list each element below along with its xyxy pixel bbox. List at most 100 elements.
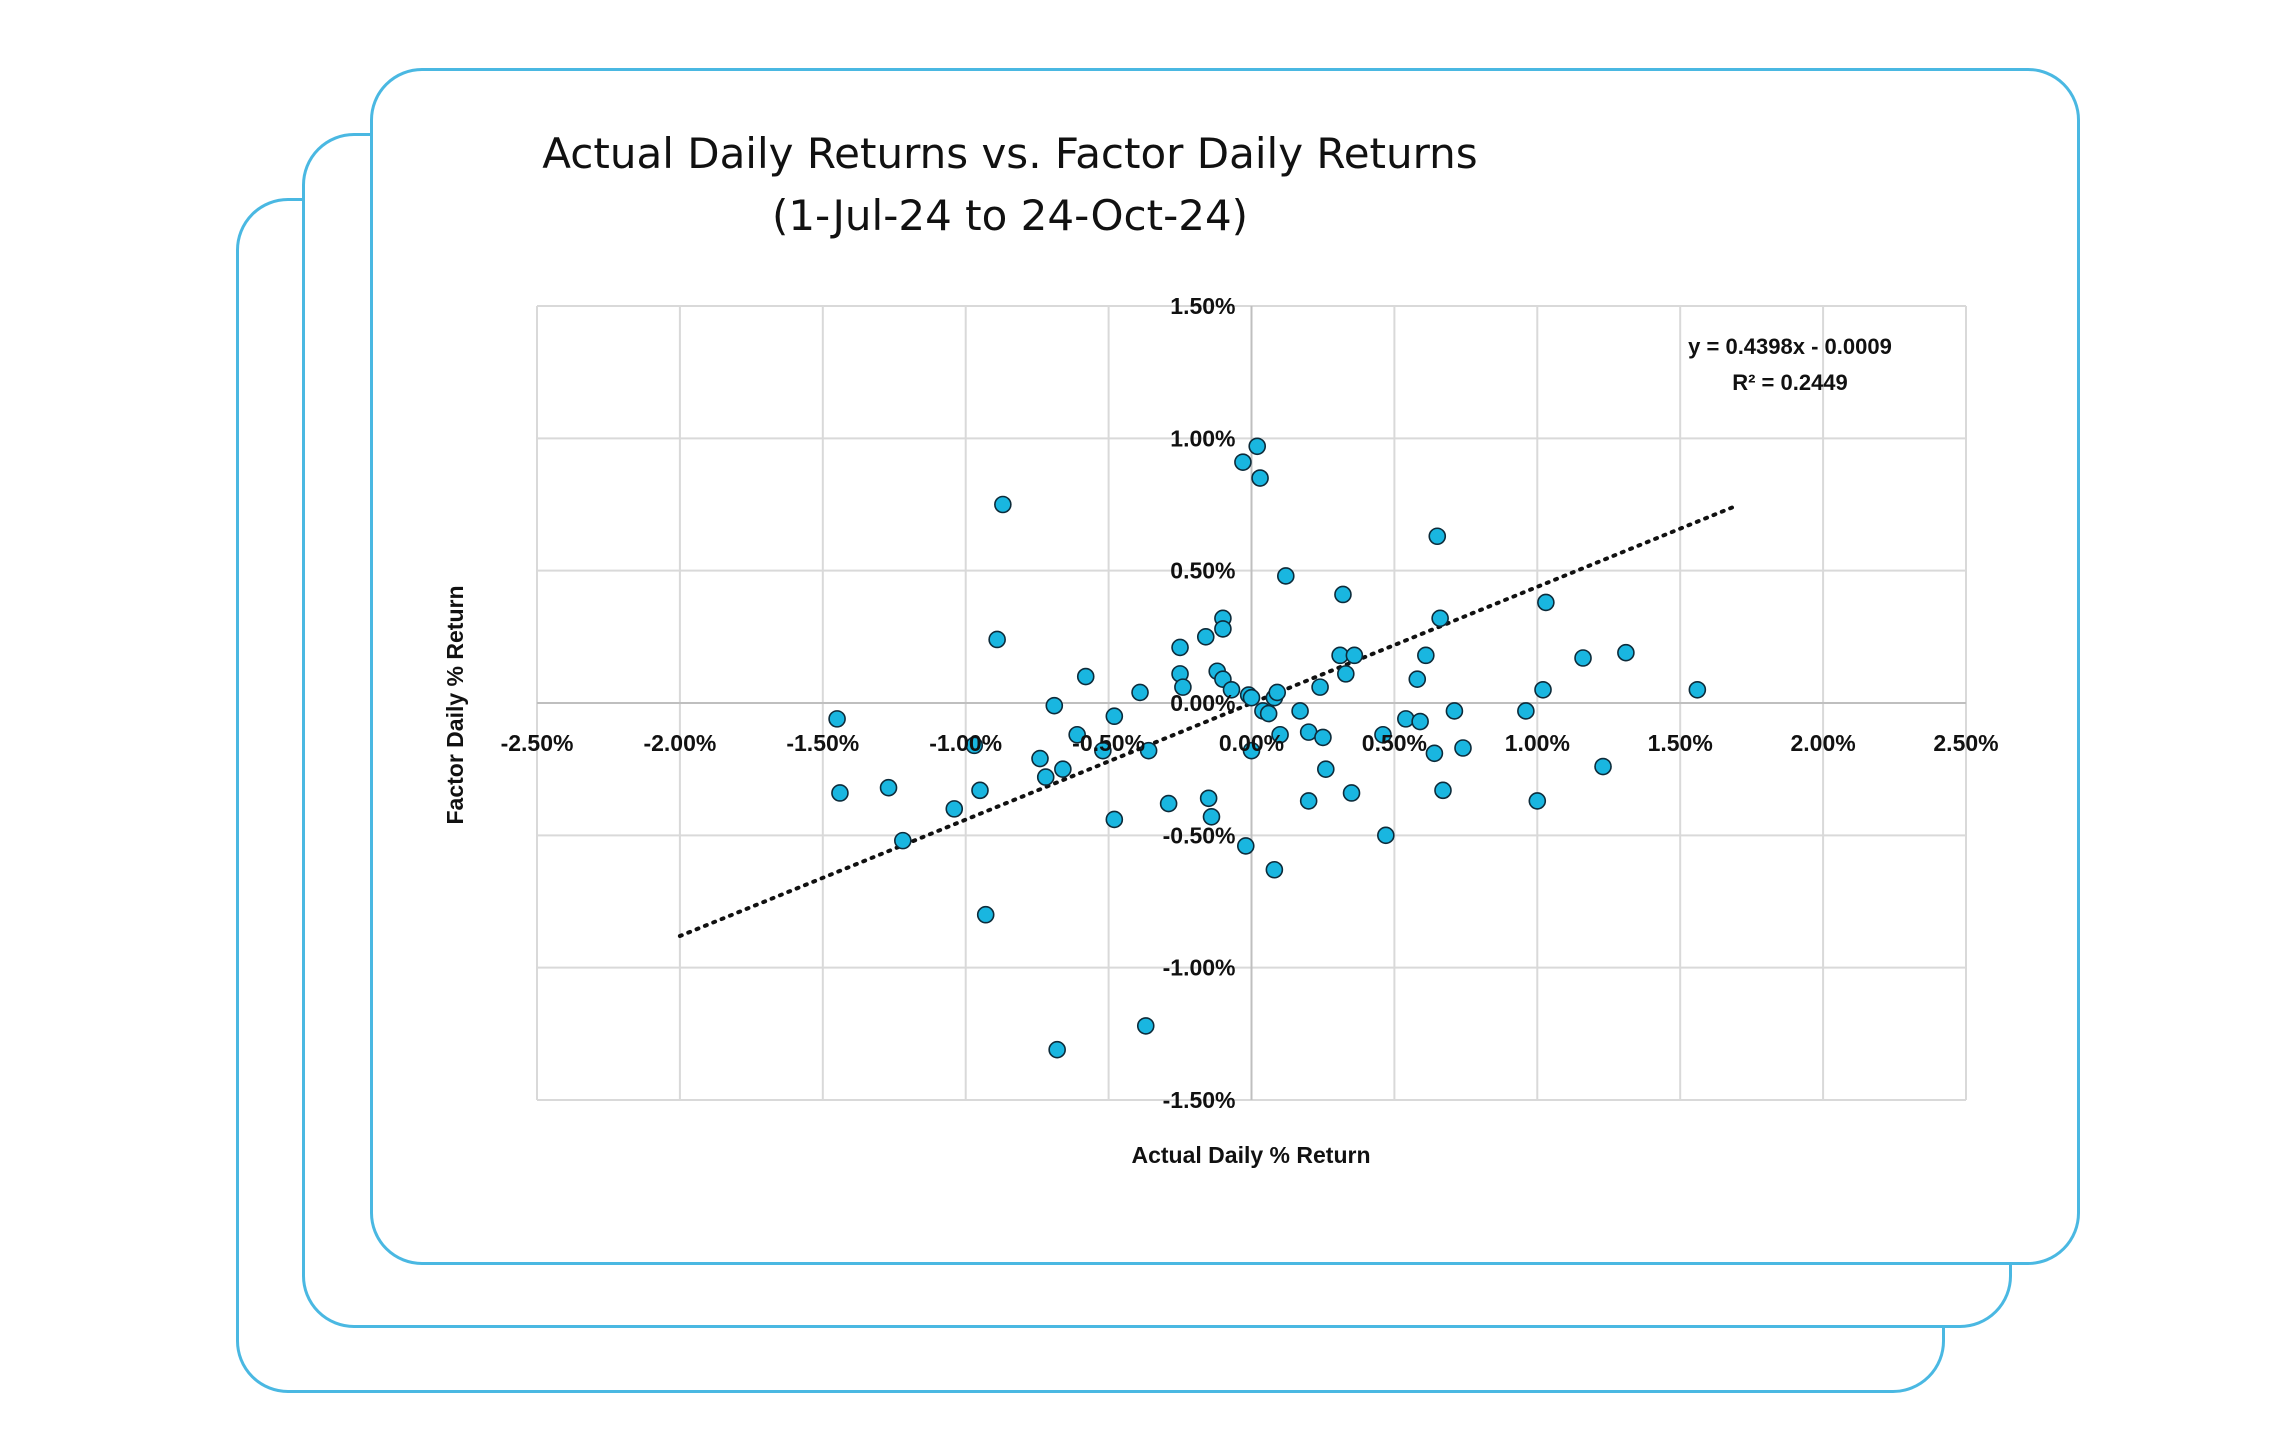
x-tick-label: 2.00% — [1790, 730, 1855, 756]
data-point — [1105, 707, 1124, 726]
data-point — [1248, 437, 1267, 456]
data-point — [1434, 781, 1452, 800]
data-point — [1242, 741, 1261, 760]
trendline-equation: y = 0.4398x - 0.0009 — [1688, 334, 1892, 359]
data-point — [1234, 453, 1252, 471]
data-point — [1411, 712, 1429, 731]
data-point — [1131, 683, 1149, 702]
data-point — [1299, 792, 1318, 810]
data-point — [1171, 638, 1189, 657]
data-point — [1345, 646, 1364, 665]
data-point — [994, 495, 1012, 514]
x-tick-label: -2.50% — [501, 730, 574, 756]
data-point — [976, 905, 995, 924]
data-point — [1214, 620, 1232, 638]
data-point — [1222, 680, 1241, 699]
data-point — [1094, 741, 1112, 760]
x-tick-label: 0.50% — [1362, 730, 1427, 756]
data-point — [831, 784, 849, 802]
data-point — [1199, 789, 1218, 808]
data-point — [1054, 760, 1072, 778]
data-point — [1265, 860, 1284, 879]
data-point — [1236, 837, 1255, 855]
data-point — [1276, 567, 1295, 585]
data-point — [1594, 757, 1612, 776]
data-point — [1397, 710, 1415, 728]
data-point — [1136, 1017, 1155, 1035]
data-point — [1139, 741, 1158, 760]
data-point — [1291, 702, 1309, 720]
data-point — [1454, 739, 1472, 757]
data-point — [1334, 585, 1352, 604]
data-point — [1271, 725, 1289, 744]
data-point — [1068, 725, 1086, 744]
data-point — [1251, 469, 1269, 487]
x-tick-label: 1.50% — [1648, 730, 1713, 756]
x-tick-label: 1.00% — [1505, 730, 1570, 756]
data-points — [828, 437, 1707, 1059]
data-point — [971, 781, 989, 800]
x-tick-label: -2.00% — [643, 730, 716, 756]
data-point — [1202, 808, 1221, 826]
data-point — [1268, 683, 1287, 702]
y-tick-label: 0.00% — [1170, 690, 1235, 716]
data-point — [1196, 628, 1215, 646]
data-point — [1574, 649, 1592, 667]
chart-subtitle: (1-Jul-24 to 24-Oct-24) — [772, 191, 1248, 240]
x-tick-label: 2.50% — [1933, 730, 1998, 756]
data-point — [1425, 744, 1444, 763]
y-tick-label: 0.50% — [1170, 558, 1235, 584]
data-point — [965, 736, 984, 755]
data-point — [1045, 696, 1064, 715]
trendline-layer — [677, 503, 1740, 939]
x-tick-label: -1.00% — [929, 730, 1002, 756]
data-point — [1036, 768, 1055, 786]
r-squared-label: R² = 0.2449 — [1732, 370, 1848, 395]
data-point — [1537, 593, 1555, 612]
data-point — [879, 778, 898, 797]
data-point — [988, 630, 1006, 649]
data-point — [1105, 810, 1124, 829]
data-point — [1374, 725, 1392, 744]
chart-card — [370, 68, 2080, 1265]
data-point — [1445, 702, 1464, 720]
x-tick-label: -0.50% — [1072, 730, 1145, 756]
data-point — [1408, 670, 1427, 688]
data-point — [945, 800, 964, 818]
data-point — [1688, 680, 1707, 699]
data-point — [1337, 665, 1355, 683]
data-point — [1431, 609, 1449, 628]
y-tick-label: 1.50% — [1170, 293, 1235, 319]
y-tick-label: 1.00% — [1170, 425, 1235, 451]
data-point — [1174, 678, 1192, 696]
data-point — [1311, 678, 1329, 696]
data-point — [1417, 646, 1435, 665]
data-point — [1242, 688, 1261, 707]
data-point — [1517, 702, 1535, 720]
data-point — [1159, 794, 1178, 813]
data-point — [828, 710, 846, 728]
data-point — [1617, 643, 1635, 662]
data-point — [1031, 749, 1049, 768]
trendline — [677, 503, 1740, 939]
data-point — [1048, 1040, 1066, 1059]
y-axis-title: Factor Daily % Return — [442, 586, 468, 825]
data-point — [1528, 792, 1547, 810]
data-point — [1259, 704, 1278, 723]
x-tick-label: -1.50% — [786, 730, 859, 756]
tick-labels: -2.50% -2.00% -1.50% -1.00% -0.50% 0.00% 0.50%… — [501, 293, 1999, 1113]
y-tick-label: -0.50% — [1163, 822, 1236, 848]
x-tick-label: 0.00% — [1219, 730, 1284, 756]
data-point — [1342, 784, 1361, 802]
chart-title: Actual Daily Returns vs. Factor Daily Re… — [542, 129, 1477, 178]
data-point — [1076, 667, 1095, 686]
data-point — [1428, 527, 1447, 546]
data-point — [1314, 728, 1332, 747]
data-point — [1317, 760, 1335, 778]
data-point — [894, 831, 912, 850]
gridlines — [536, 305, 1967, 1101]
data-point — [1534, 680, 1552, 699]
data-point — [1377, 826, 1395, 845]
y-tick-label: -1.50% — [1163, 1087, 1236, 1113]
